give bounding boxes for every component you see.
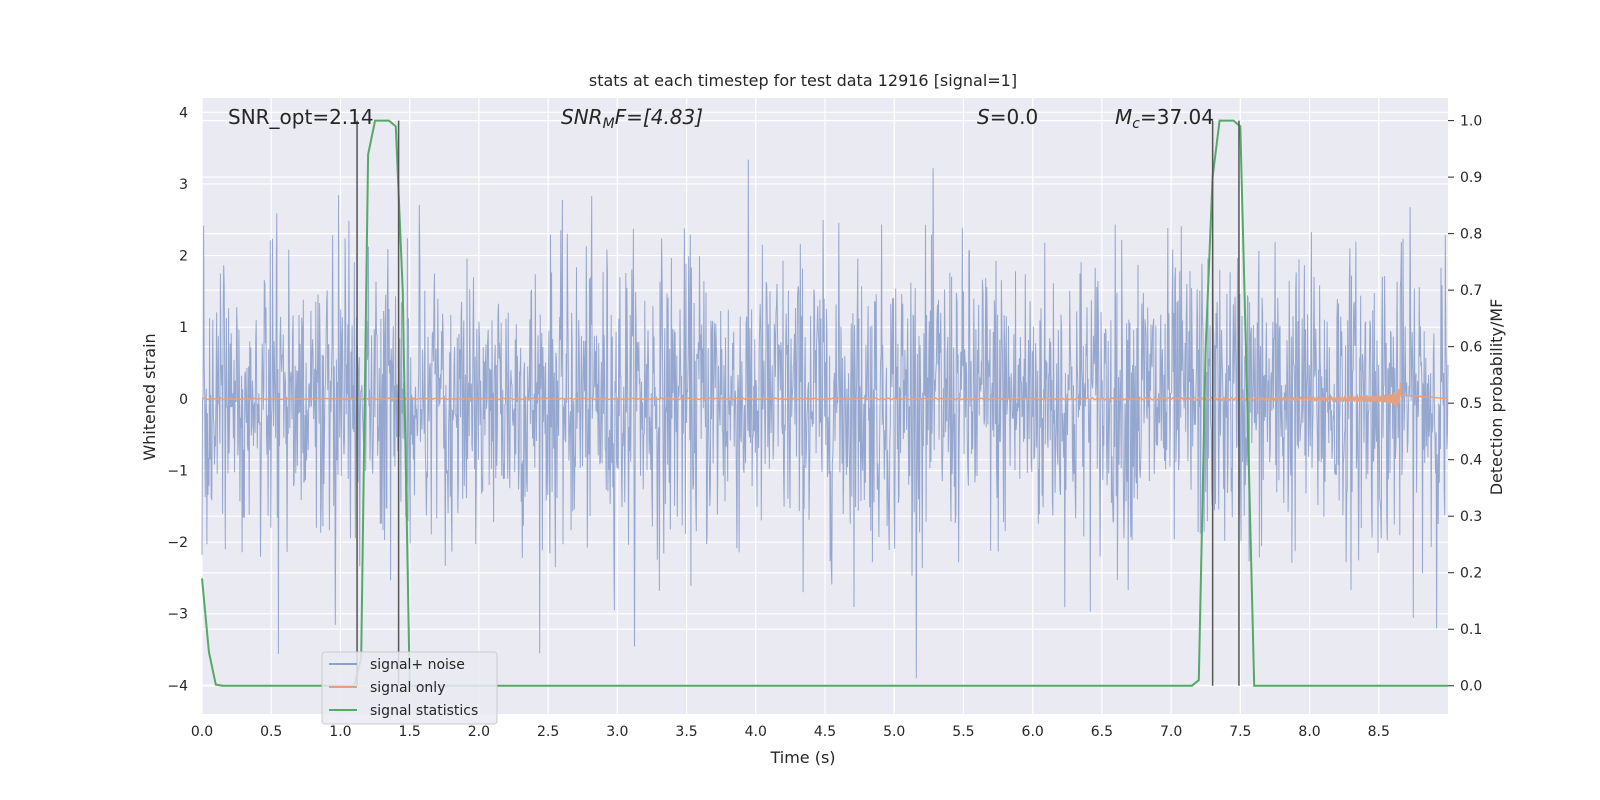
x-tick-label-10: 5.0 — [883, 724, 905, 740]
x-tick-label-15: 7.5 — [1229, 724, 1251, 740]
x-tick-label-17: 8.5 — [1368, 724, 1390, 740]
legend: signal+ noise signal only signal statist… — [321, 651, 498, 725]
y-right-tick-label-9: 0.1 — [1460, 622, 1482, 638]
y-right-axis-label: Detection probability/MF — [1487, 299, 1506, 496]
y-right-tick-label-4: 0.6 — [1460, 340, 1482, 356]
x-tick-label-9: 4.5 — [814, 724, 836, 740]
chart-title: stats at each timestep for test data 129… — [589, 71, 1017, 90]
legend-label-signal-noise: signal+ noise — [370, 657, 465, 673]
y-right-tick-label-0: 1.0 — [1460, 114, 1482, 130]
y-right-tick-label-5: 0.5 — [1460, 396, 1482, 412]
y-axis-label: Whitened strain — [140, 333, 159, 460]
y-tick-label-3: 1 — [179, 320, 188, 336]
series-signal-noise — [201, 159, 1449, 679]
x-tick-label-2: 1.0 — [329, 724, 351, 740]
axis-ticks: 0.0 0.5 1.0 1.5 2.0 2.5 3.0 3.5 4.0 4.5 5.0 5.5 6.0 6… — [167, 105, 1482, 740]
y-tick-label-6: −2 — [167, 535, 188, 551]
x-tick-label-8: 4.0 — [745, 724, 767, 740]
y-right-tick-label-3: 0.7 — [1460, 283, 1482, 299]
vertical-markers — [356, 120, 1240, 686]
legend-box — [321, 651, 498, 725]
x-tick-label-14: 7.0 — [1160, 724, 1182, 740]
y-right-tick-label-7: 0.3 — [1460, 509, 1482, 525]
y-right-tick-label-6: 0.4 — [1460, 453, 1482, 469]
y-right-tick-label-8: 0.2 — [1460, 566, 1482, 582]
legend-label-signal-only: signal only — [370, 680, 445, 696]
signal-only-trace — [201, 382, 1449, 408]
x-tick-label-7: 3.5 — [675, 724, 697, 740]
annotation-mc: Mc=37.04 — [1115, 105, 1214, 132]
y-right-tick-label-2: 0.8 — [1460, 227, 1482, 243]
legend-label-signal-statistics: signal statistics — [370, 703, 478, 719]
x-tick-label-13: 6.5 — [1091, 724, 1113, 740]
series-signal-only — [201, 382, 1449, 408]
x-tick-label-12: 6.0 — [1022, 724, 1044, 740]
noise-trace — [201, 159, 1449, 679]
x-tick-label-3: 1.5 — [399, 724, 421, 740]
y-tick-label-8: −4 — [167, 678, 188, 694]
x-tick-label-11: 5.5 — [952, 724, 974, 740]
x-tick-label-6: 3.0 — [606, 724, 628, 740]
x-tick-label-16: 8.0 — [1298, 724, 1320, 740]
annotation-snr-mf: SNRMF=[4.83] — [561, 105, 703, 132]
y-tick-label-5: −1 — [167, 463, 188, 479]
annotation-snr-opt: SNR_opt=2.14 — [228, 105, 374, 129]
y-tick-label-0: 4 — [179, 105, 188, 121]
x-tick-label-4: 2.0 — [468, 724, 490, 740]
x-tick-label-1: 0.5 — [260, 724, 282, 740]
x-tick-label-5: 2.5 — [537, 724, 559, 740]
y-right-tick-label-1: 0.9 — [1460, 170, 1482, 186]
x-axis-label: Time (s) — [769, 748, 835, 767]
y-tick-label-2: 2 — [179, 249, 188, 265]
annotation-s: S=0.0 — [977, 105, 1038, 129]
y-tick-label-4: 0 — [179, 392, 188, 408]
y-right-tick-label-10: 0.0 — [1460, 679, 1482, 695]
x-tick-label-0: 0.0 — [191, 724, 213, 740]
y-tick-label-7: −3 — [167, 607, 188, 623]
y-tick-label-1: 3 — [179, 177, 188, 193]
